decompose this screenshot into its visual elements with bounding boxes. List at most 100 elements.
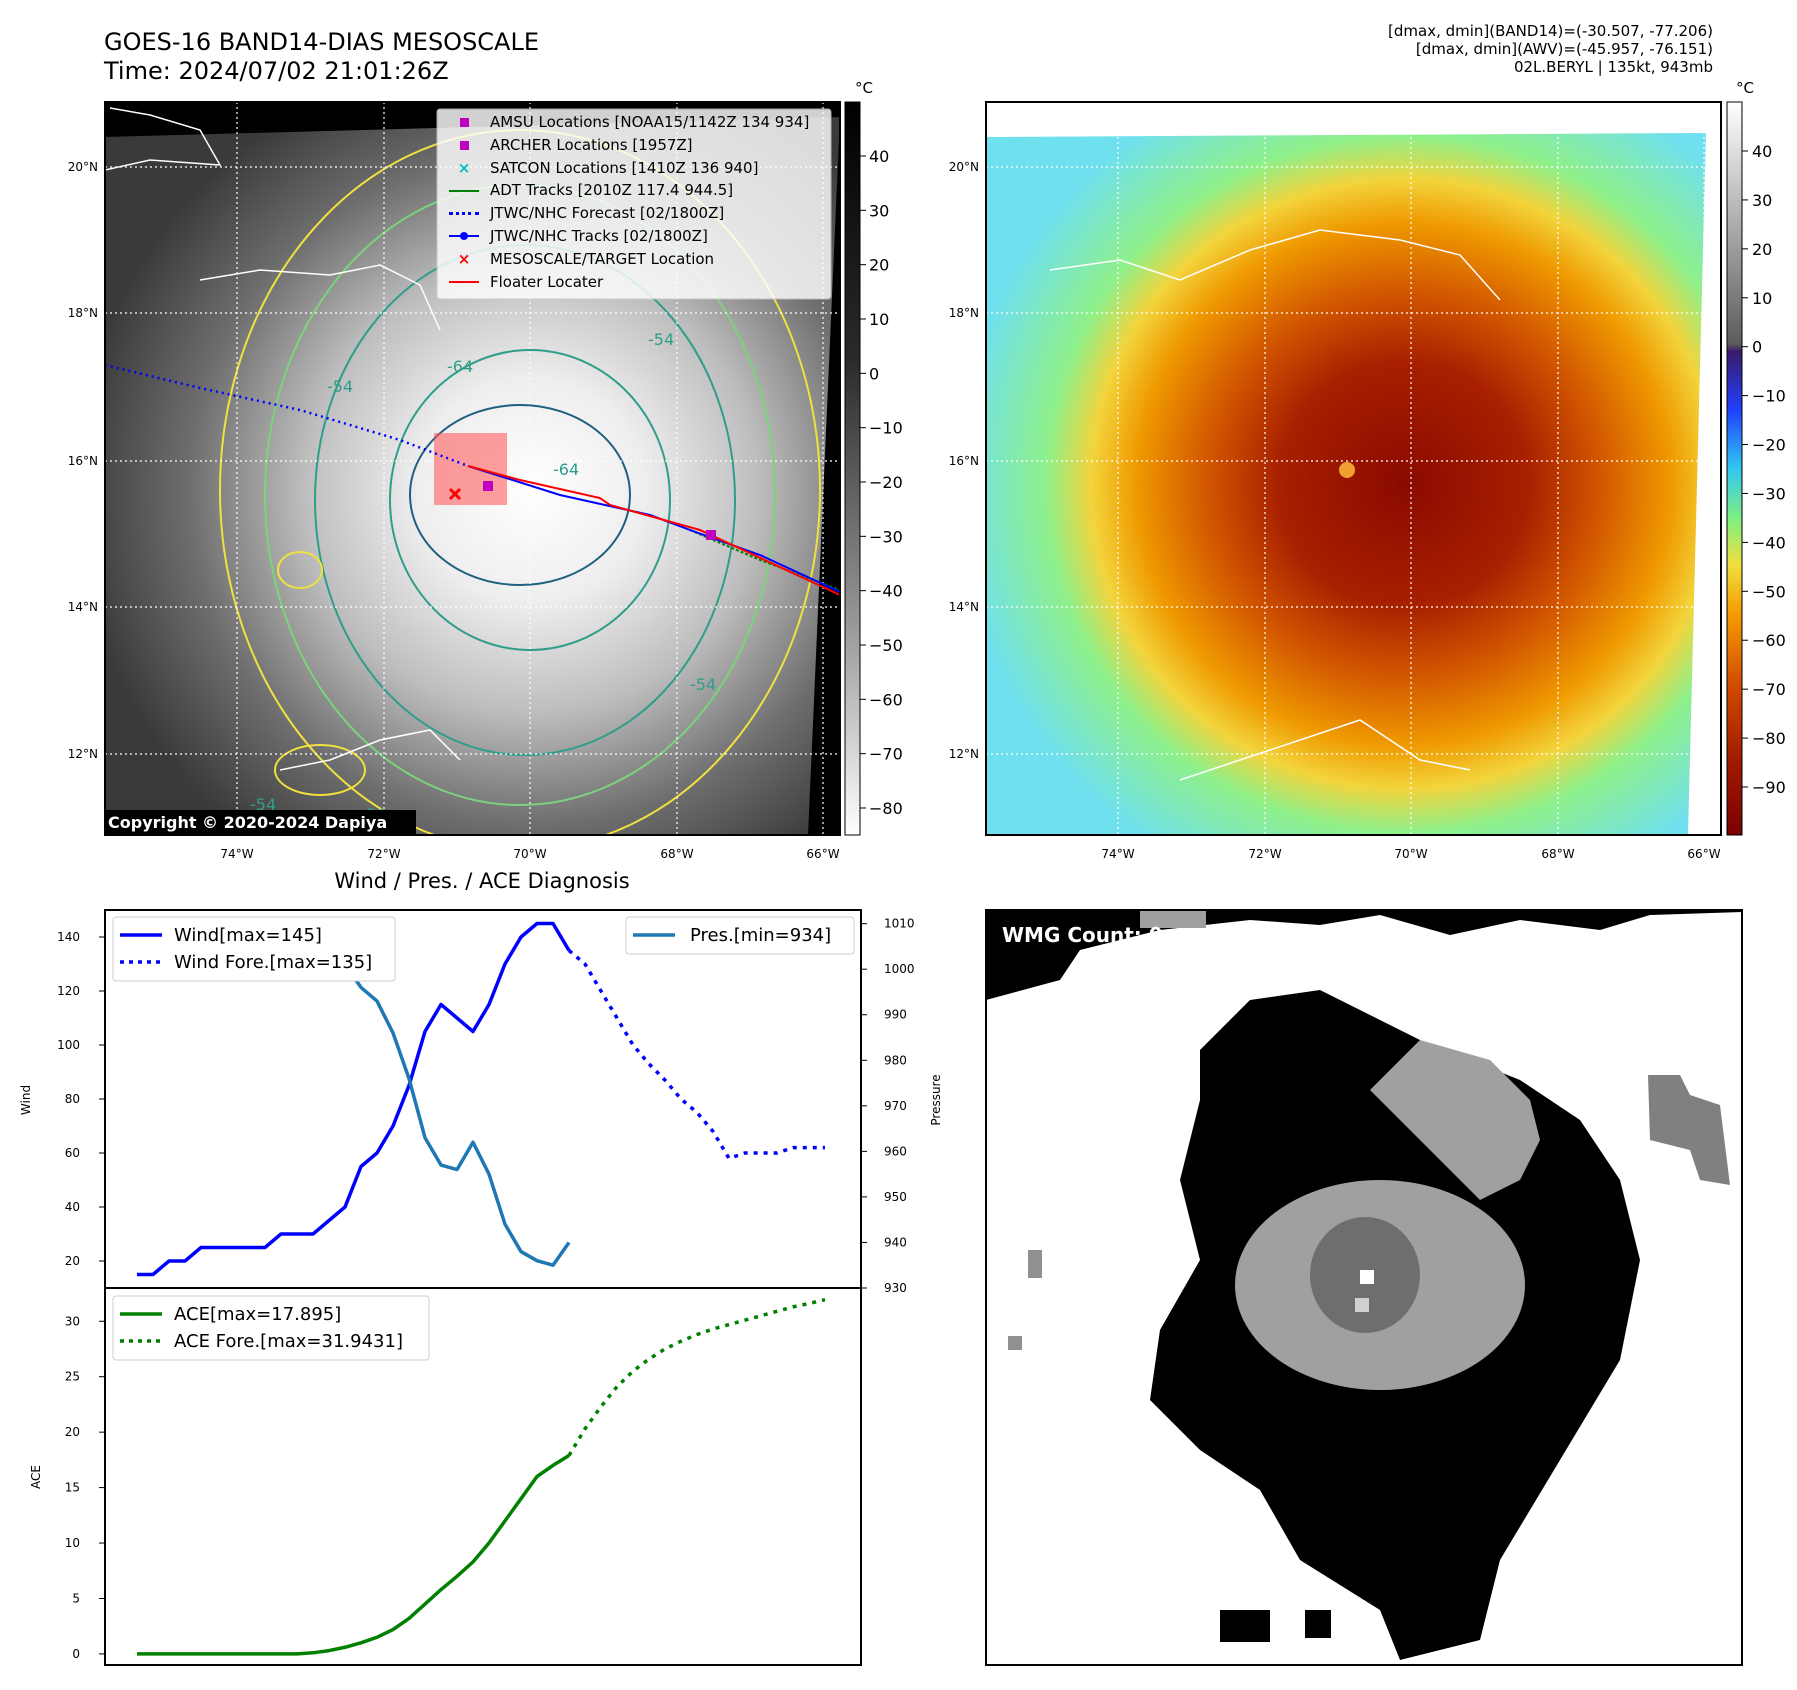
legend-box	[436, 108, 832, 300]
wind-tick-label: 20	[65, 1254, 80, 1268]
ace-tick-label: 30	[65, 1314, 80, 1328]
wmg-count-label: WMG Count: 0	[1002, 923, 1163, 947]
colorbar-tick-label: −20	[1752, 436, 1786, 455]
wmg-top-band	[986, 910, 1742, 1000]
legend-marker-icon	[446, 140, 482, 150]
pressure-axis-label: Pressure	[929, 1074, 943, 1125]
wind-legend: Wind[max=145] Wind Fore.[max=135]	[112, 916, 396, 982]
pressure-tick-label: 980	[884, 1053, 907, 1067]
colorbar-tick-label: −50	[869, 636, 903, 655]
coast-hispaniola-2	[1049, 229, 1501, 301]
legend-entry: ARCHER Locations [1957Z]	[446, 134, 828, 157]
colorbar-tick-label: −60	[1752, 631, 1786, 650]
wmg-top-patch	[1140, 910, 1206, 928]
pressure-tick-label: 970	[884, 1099, 907, 1113]
contour-label: -64	[447, 357, 473, 376]
target-marker	[448, 487, 462, 501]
floater-track	[467, 465, 840, 596]
map2-lat-labels: 20°N 18°N 16°N 14°N 12°N	[949, 160, 979, 761]
lat-label: 14°N	[68, 600, 98, 614]
wmg-gray-patch	[1648, 1075, 1730, 1185]
wmg-eye-pixel	[1360, 1270, 1374, 1284]
copyright-text: Copyright © 2020-2024 Dapiya	[108, 813, 387, 832]
contour-label: -64	[553, 460, 579, 479]
legend-entry: AMSU Locations [NOAA15/1142Z 134 934]	[446, 111, 828, 134]
colorbar-tick-label: 10	[1752, 289, 1772, 308]
colorbar-tick-label: −90	[1752, 778, 1786, 797]
colorbar-tick-label: 0	[1752, 338, 1762, 357]
amsu-marker	[706, 530, 716, 540]
wmg-gray-band	[1370, 1040, 1540, 1200]
wmg-bottom-blob-2	[1305, 1610, 1331, 1638]
colorbar-tick-label: −70	[1752, 680, 1786, 699]
wmg-bottom-blob	[1220, 1610, 1270, 1642]
coast-south-america	[279, 729, 461, 771]
wind-tick-label: 140	[57, 930, 80, 944]
gray-colorbar-unit: °C	[855, 79, 873, 97]
legend-entry-label: Floater Locater	[490, 272, 604, 291]
pressure-ticks: 930 940 950 960 970 980 990 1000 1010	[861, 917, 915, 1295]
ace-axis-label: ACE	[29, 1465, 43, 1489]
lon-label: 72°W	[367, 847, 400, 861]
contour-label: -54	[327, 377, 353, 396]
info-line-3: 02L.BERYL | 135kt, 943mb	[1513, 58, 1713, 76]
lon-label: 74°W	[220, 847, 253, 861]
map1-legend	[436, 108, 832, 300]
ace-tick-label: 5	[72, 1591, 80, 1605]
ace-fore-legend-label: ACE Fore.[max=31.9431]	[174, 1331, 403, 1352]
map2-coastlines	[1049, 229, 1501, 781]
wind-axis-label: Wind	[19, 1085, 33, 1115]
wind-legend-label: Wind[max=145]	[174, 925, 322, 946]
colorbar-tick-label: −30	[1752, 484, 1786, 503]
ace-line	[137, 1454, 570, 1656]
legend-entry-label: JTWC/NHC Forecast [02/1800Z]	[490, 204, 725, 223]
legend-entry: JTWC/NHC Forecast [02/1800Z]	[446, 202, 828, 225]
wind-fore-legend-label: Wind Fore.[max=135]	[174, 952, 372, 973]
ace-tick-label: 20	[65, 1425, 80, 1439]
wind-tick-label: 40	[65, 1200, 80, 1214]
map-color	[985, 101, 1722, 836]
map1-lon-labels: 74°W 72°W 70°W 68°W 66°W	[220, 847, 839, 861]
pressure-tick-label: 1010	[884, 917, 915, 931]
map2-frame	[985, 101, 1722, 836]
contour-island	[274, 744, 366, 796]
wmg-frame	[985, 909, 1743, 1666]
colorbar-tick-label: −40	[869, 582, 903, 601]
pressure-legend-box	[625, 916, 855, 955]
colorbar-tick-label: −20	[869, 473, 903, 492]
lat-label: 16°N	[949, 454, 979, 468]
legend-marker-icon: ×	[457, 249, 471, 268]
legend-marker-icon: ×	[457, 158, 471, 177]
map1-gridlines	[105, 102, 840, 835]
wmg-small-patch-2	[1008, 1336, 1022, 1350]
wind-tick-label: 60	[65, 1146, 80, 1160]
contour-teal-64	[389, 349, 671, 651]
colorbar-tick-label: 20	[1752, 240, 1772, 259]
colorbar-tick-label: 20	[869, 256, 889, 275]
ace-series	[137, 1298, 826, 1656]
map1-coastlines	[105, 107, 461, 771]
map2-lon-labels: 74°W 72°W 70°W 68°W 66°W	[1101, 847, 1720, 861]
wind-tick-label: 120	[57, 984, 80, 998]
gray-colorbar-ticks: 40 30 20 10 0 −10 −20 −30 −40 −50 −60 −70 −80	[860, 147, 903, 818]
legend-entry: Floater Locater	[446, 271, 828, 294]
map1-lat-labels: 20°N 18°N 16°N 14°N 12°N	[68, 160, 98, 761]
map-grayscale: -64 -64 -54 -54 -54 -54 -54	[104, 101, 841, 836]
ace-ticks: 0 5 10 15 20 25 30	[65, 1314, 105, 1661]
contour-label: -54	[690, 675, 716, 694]
wmg-small-patch	[1028, 1250, 1042, 1278]
colorbar-tick-label: −70	[869, 745, 903, 764]
copyright-box	[104, 810, 416, 834]
lat-label: 18°N	[68, 306, 98, 320]
coast-hispaniola	[199, 264, 441, 331]
colorbar-tick-label: −80	[869, 799, 903, 818]
colorbar-tick-label: −10	[869, 419, 903, 438]
wind-tick-label: 100	[57, 1038, 80, 1052]
legend-entry: × SATCON Locations [1410Z 136 940]	[446, 157, 828, 180]
storm-eye	[1339, 462, 1355, 478]
lon-label: 74°W	[1101, 847, 1134, 861]
color-colorbar: °C 40 30 20 10 0 −10 −20 −30 −40 −50 −60 −70 −80 −90	[1726, 79, 1786, 836]
legend-entry-label: ARCHER Locations [1957Z]	[490, 135, 693, 154]
info-line-2: [dmax, dmin](AWV)=(-45.957, -76.151)	[1415, 40, 1713, 58]
